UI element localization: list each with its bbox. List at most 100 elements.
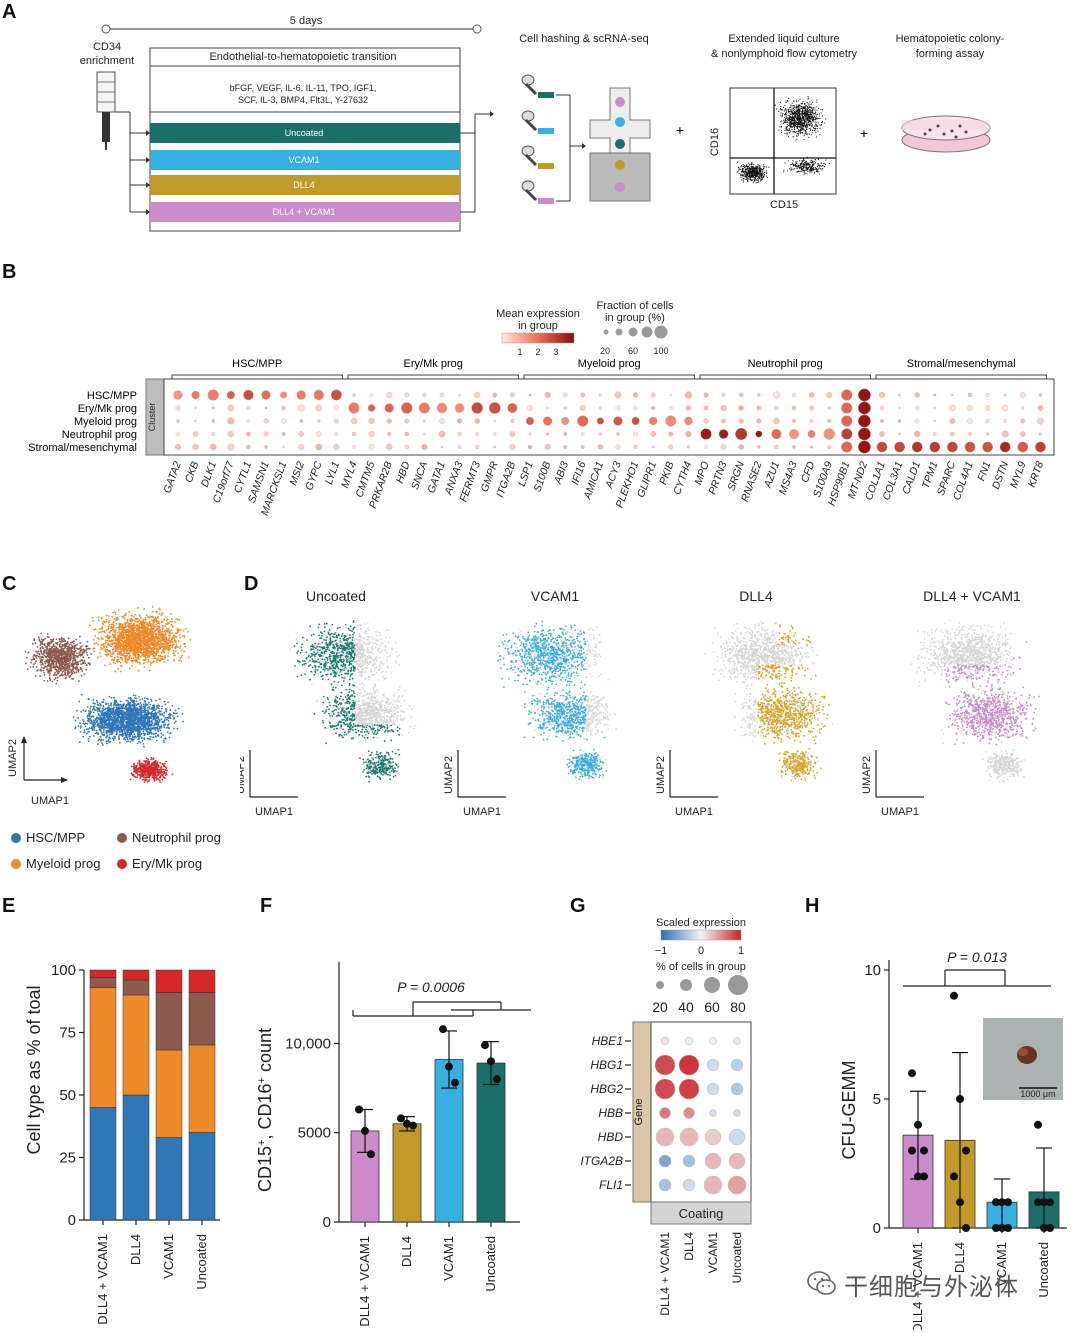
g-pct-80: 80 xyxy=(730,999,746,1015)
dotplot-dot xyxy=(561,416,570,426)
data-point xyxy=(992,1198,1000,1207)
dotplot-dot xyxy=(650,431,656,437)
dotplot-dot xyxy=(281,432,286,436)
syringe-icon xyxy=(96,71,116,150)
g-gene-name: HBE1 xyxy=(592,1034,623,1048)
data-point xyxy=(439,1025,447,1034)
dotplot-dot xyxy=(527,444,533,450)
d2-umap2: UMAP2 xyxy=(443,756,455,794)
gene-label: LYL1 xyxy=(323,460,342,486)
e-bar-segment xyxy=(89,1107,117,1221)
cd34-label-1: CD34 xyxy=(93,41,121,53)
g-dot xyxy=(733,1037,741,1045)
data-point xyxy=(920,1172,928,1181)
e-bar-segment xyxy=(155,969,183,993)
dotplot-dot xyxy=(1037,405,1044,411)
dotplot-dot xyxy=(475,444,480,450)
dotplot-dot xyxy=(771,429,782,439)
flow-ylabel: CD16 xyxy=(709,128,721,156)
dotplot-dot xyxy=(211,431,216,437)
dotplot-dot xyxy=(668,444,674,450)
dotplot-dot xyxy=(827,445,832,449)
e-bar-segment xyxy=(122,979,150,996)
dotplot-dot xyxy=(1038,432,1042,436)
panel-e-stacked-bar: Cell type as % of toal 0 25 50 75 100 DLL4 +… xyxy=(24,962,220,1325)
ytick: 0 xyxy=(323,1214,331,1231)
ytick: 5000 xyxy=(298,1125,331,1142)
dotplot-dot xyxy=(296,390,306,400)
eht-title: Endothelial-to-hematopoietic transition xyxy=(209,51,396,63)
data-point xyxy=(908,1069,916,1078)
e-ytick: 75 xyxy=(59,1025,76,1042)
dotplot-dot xyxy=(348,402,360,414)
data-point xyxy=(361,1126,369,1135)
dotplot-dot xyxy=(440,445,444,449)
dotplot-dot xyxy=(1037,417,1044,425)
dotplot-dot xyxy=(298,431,304,437)
ytick: 10,000 xyxy=(285,1035,331,1052)
dotplot-dot xyxy=(841,428,853,440)
data-point xyxy=(956,1095,964,1103)
panel-letter-h: H xyxy=(805,895,819,917)
dotplot-dot xyxy=(457,445,462,449)
dotplot-dot xyxy=(700,428,712,440)
g-dot xyxy=(704,1152,722,1170)
dotplot-dot xyxy=(422,392,427,398)
g-dot xyxy=(733,1109,741,1117)
data-point xyxy=(367,1150,375,1159)
e-bar-segment xyxy=(188,969,216,993)
dotplot-dot xyxy=(721,393,726,397)
dotplot-dot xyxy=(493,419,497,423)
dotplot-dot xyxy=(299,419,304,423)
flow-xlabel: CD15 xyxy=(770,199,798,211)
dotplot-dot xyxy=(810,445,814,449)
dotplot-dot xyxy=(985,419,990,423)
data-point xyxy=(487,1057,495,1066)
h-scale-bar: 1000 μm xyxy=(1020,1089,1055,1099)
dotplot-dot xyxy=(243,389,254,401)
xtick: VCAM1 xyxy=(994,1242,1009,1287)
dotplot-dot xyxy=(577,415,589,427)
e-bar-segment xyxy=(188,992,216,1046)
xtick: DLL4 xyxy=(952,1242,967,1273)
dotplot-dot xyxy=(475,432,480,436)
dotplot-dot xyxy=(858,440,871,454)
g-coating-name: DLL4 + VCAM1 xyxy=(658,1232,672,1316)
e-bar-segment xyxy=(89,977,117,988)
g-dot xyxy=(709,1037,717,1045)
fraction-size-20 xyxy=(603,329,609,335)
d-title-uncoated: Uncoated xyxy=(306,588,366,604)
f-ylabel: CD15+, CD16+ count xyxy=(255,1028,275,1192)
g-dot xyxy=(655,1127,675,1147)
dotplot-dot xyxy=(263,418,269,424)
dotplot-dot xyxy=(207,389,219,401)
data-point xyxy=(956,1198,964,1207)
dotplot-dot xyxy=(739,392,744,398)
dotplot-dot xyxy=(423,432,426,436)
dotplot-dot xyxy=(176,419,180,423)
dotplot-dot xyxy=(633,406,638,410)
dotplot-dot xyxy=(721,418,726,424)
dotplot-dot xyxy=(280,418,287,424)
dotplot-dot xyxy=(827,419,832,423)
e-bar-segment xyxy=(122,1094,150,1221)
hashing-title: Cell hashing & scRNA-seq xyxy=(519,33,649,45)
dotplot-dot xyxy=(1035,441,1046,453)
dotplot-dot xyxy=(807,430,816,438)
dotplot-dot xyxy=(298,443,305,451)
dotplot-dot xyxy=(334,432,339,436)
dotplot-dot xyxy=(509,392,515,398)
dotplot-dot xyxy=(616,432,620,436)
dotplot-dot xyxy=(614,391,622,399)
panel-letter-f: F xyxy=(260,895,272,917)
condition-uncoated-label: Uncoated xyxy=(285,128,324,138)
dotplot-dot xyxy=(738,444,744,450)
dotplot-dot xyxy=(457,431,462,437)
condition-bars: Uncoated VCAM1 DLL4 DLL4 + VCAM1 xyxy=(150,123,460,222)
dotplot-dot xyxy=(563,432,568,436)
c-umap1: UMAP1 xyxy=(31,795,69,807)
dotplot-dot xyxy=(756,405,761,411)
d-title-vcam1: VCAM1 xyxy=(531,588,579,604)
xtick: DLL4 xyxy=(399,1236,414,1267)
dotplot-gene-labels: GATA2CKBDLK1C19orf77CYTL1SAMSN1MARCKSL1M… xyxy=(161,459,1046,517)
